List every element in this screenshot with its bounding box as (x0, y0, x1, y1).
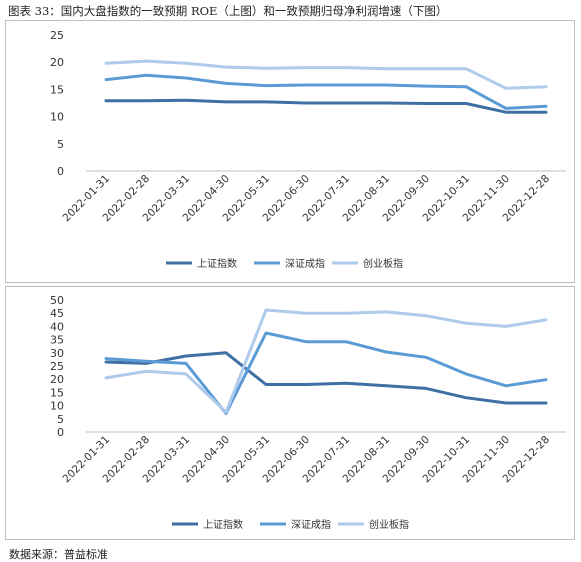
y-tick-label: 20 (50, 373, 64, 386)
legend-label-1: 上证指数 (203, 518, 243, 531)
y-tick-label: 50 (50, 294, 64, 307)
y-tick-label: 20 (50, 56, 64, 69)
profit-growth-chart-panel: 0 5 10 15 20 25 30 35 40 45 50 2022-01-31 2022-02-28… (5, 286, 575, 540)
legend-label-2: 深证成指 (285, 257, 325, 270)
series-line-2 (104, 73, 548, 110)
legend-label-1: 上证指数 (197, 257, 237, 270)
y-tick-label: 45 (50, 307, 64, 320)
y-tick-label: 30 (50, 347, 64, 360)
legend-label-3: 创业板指 (363, 257, 403, 270)
y-tick-label: 40 (50, 320, 64, 333)
y-tick-label: 5 (57, 413, 64, 426)
data-source-note: 数据来源：普益标准 (9, 548, 108, 561)
series-line-3 (104, 308, 548, 414)
y-tick-label: 35 (50, 334, 64, 347)
legend-label-2: 深证成指 (291, 518, 331, 531)
legend-label-3: 创业板指 (369, 518, 409, 531)
profit-growth-line-chart: 051015202530354045502022-01-312022-02-28… (50, 294, 566, 531)
roe-line-chart: 05101520252022-01-312022-02-282022-03-31… (50, 29, 566, 270)
series-line-1 (104, 351, 548, 405)
y-tick-label: 15 (50, 386, 64, 399)
y-tick-label: 0 (57, 426, 64, 439)
y-tick-label: 0 (57, 165, 64, 178)
series-line-1 (104, 98, 548, 114)
y-tick-label: 15 (50, 83, 64, 96)
figure-caption: 图表 33：国内大盘指数的一致预期 ROE（上图）和一致预期归母净利润增速（下图… (8, 4, 448, 18)
y-tick-label: 25 (50, 360, 64, 373)
y-tick-label: 10 (50, 111, 64, 124)
y-tick-label: 5 (57, 138, 64, 151)
roe-chart-panel: 0 5 10 15 20 25 2022-01-31 2022-02-28 2022-03-31… (5, 20, 575, 283)
y-tick-label: 25 (50, 29, 64, 42)
y-tick-label: 10 (50, 400, 64, 413)
series-line-3 (104, 59, 548, 90)
series-line-2 (104, 331, 548, 415)
